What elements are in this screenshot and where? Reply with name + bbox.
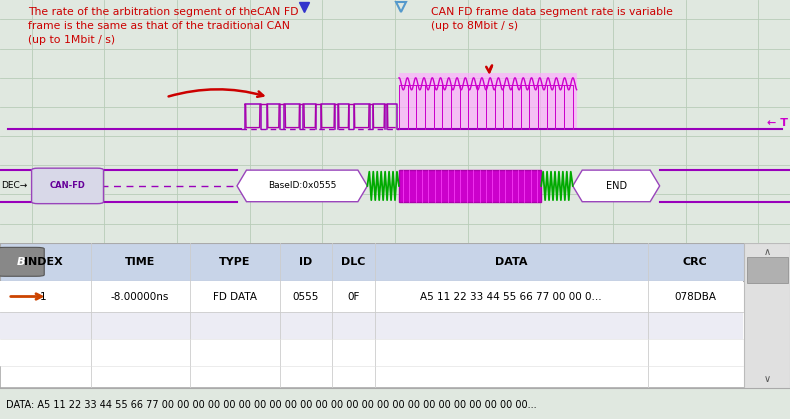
Bar: [0, 313, 743, 339]
Text: 0555: 0555: [292, 292, 319, 302]
Text: A5 11 22 33 44 55 66 77 00 00 0...: A5 11 22 33 44 55 66 77 00 00 0...: [420, 292, 602, 302]
Text: The rate of the arbitration segment of theCAN FD
frame is the same as that of th: The rate of the arbitration segment of t…: [28, 7, 298, 45]
Text: DEC→: DEC→: [2, 181, 28, 190]
Text: DATA: DATA: [495, 257, 528, 267]
Text: ID: ID: [299, 257, 312, 267]
Polygon shape: [237, 170, 367, 202]
Bar: [399, 73, 577, 129]
Bar: [747, 257, 788, 284]
Text: B: B: [17, 257, 24, 267]
FancyBboxPatch shape: [0, 247, 44, 276]
Text: CAN FD frame data segment rate is variable
(up to 8Mbit / s): CAN FD frame data segment rate is variab…: [431, 7, 672, 31]
Text: CRC: CRC: [683, 257, 708, 267]
Text: 1: 1: [40, 292, 47, 302]
Text: ← T: ← T: [767, 118, 788, 127]
Text: TIME: TIME: [125, 257, 155, 267]
Text: INDEX: INDEX: [24, 257, 63, 267]
Bar: [399, 170, 541, 202]
Text: END: END: [606, 181, 626, 191]
Text: 078DBA: 078DBA: [674, 292, 717, 302]
Text: ∨: ∨: [763, 374, 771, 384]
Text: FD DATA: FD DATA: [213, 292, 257, 302]
Text: 0F: 0F: [347, 292, 359, 302]
Bar: [0, 243, 790, 281]
Text: TYPE: TYPE: [219, 257, 250, 267]
Text: -8.00000ns: -8.00000ns: [111, 292, 169, 302]
Text: ∧: ∧: [763, 247, 771, 257]
Text: DLC: DLC: [341, 257, 365, 267]
Text: BaseID:0x0555: BaseID:0x0555: [268, 181, 337, 190]
Text: DATA: A5 11 22 33 44 55 66 77 00 00 00 00 00 00 00 00 00 00 00 00 00 00 00 00 00: DATA: A5 11 22 33 44 55 66 77 00 00 00 0…: [6, 400, 537, 410]
FancyBboxPatch shape: [32, 168, 103, 204]
Text: CAN-FD: CAN-FD: [50, 181, 85, 190]
Bar: [0, 339, 743, 367]
Bar: [744, 243, 790, 388]
Bar: [0, 281, 743, 313]
Polygon shape: [573, 170, 660, 202]
